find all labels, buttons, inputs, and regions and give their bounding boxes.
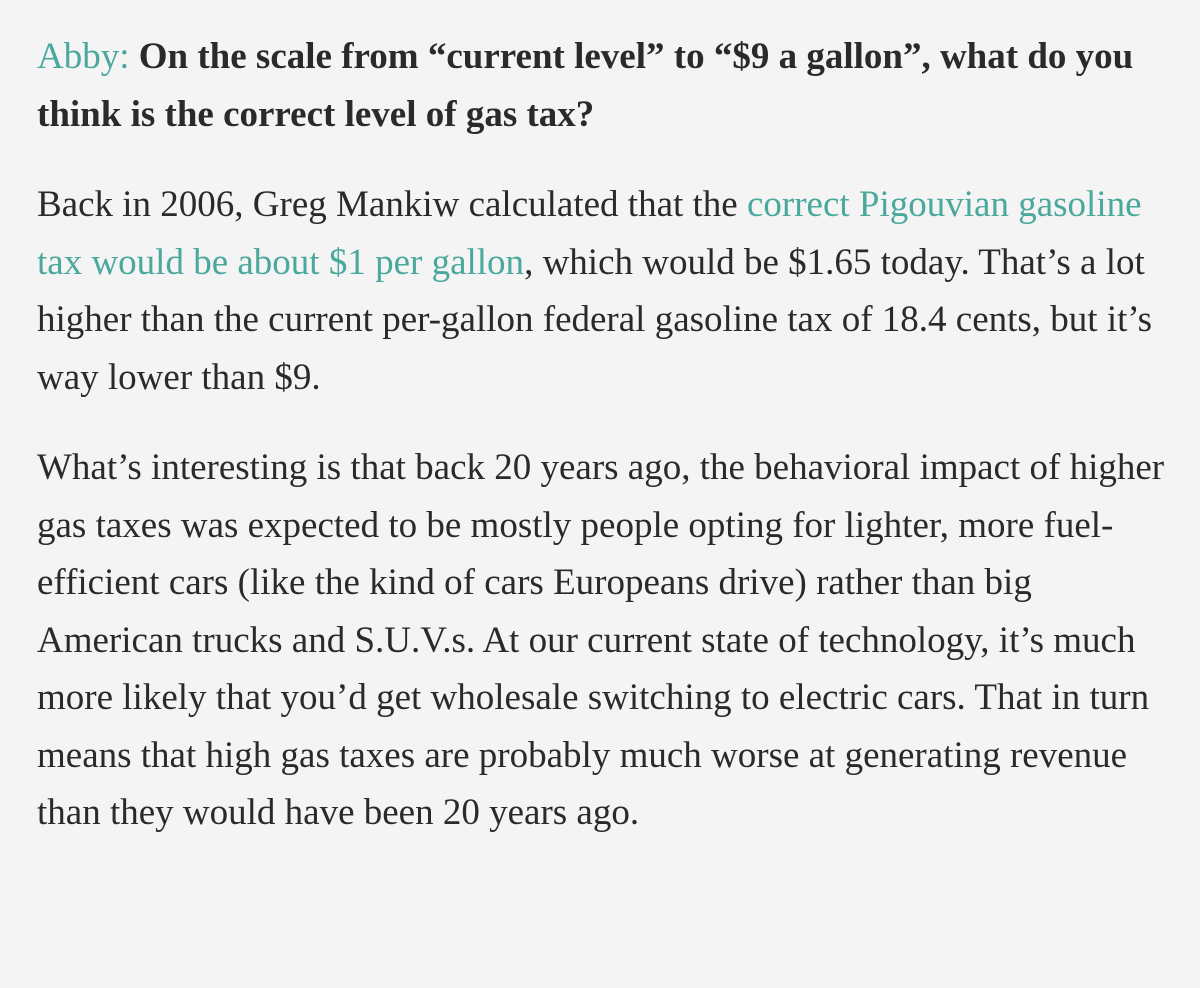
- mankiw-article-link[interactable]: correct Pigouvian gasoline tax would be …: [37, 184, 1142, 283]
- article-body: Abby: On the scale from “current level” …: [37, 28, 1167, 842]
- answer-paragraph-2: What’s interesting is that back 20 years…: [37, 447, 1165, 833]
- paragraph-1-text-end: , which would be $1.65 today. That’s a l…: [37, 241, 1153, 398]
- answer-paragraph-1: Back in 2006, Greg Mankiw calculated tha…: [37, 176, 1167, 406]
- paragraph-1-text-start: Back in 2006, Greg Mankiw calculated tha…: [37, 184, 747, 225]
- speaker-name: Abby:: [37, 36, 130, 77]
- question-text: On the scale from “current level” to “$9…: [37, 36, 1134, 135]
- interview-question: Abby: On the scale from “current level” …: [37, 28, 1167, 144]
